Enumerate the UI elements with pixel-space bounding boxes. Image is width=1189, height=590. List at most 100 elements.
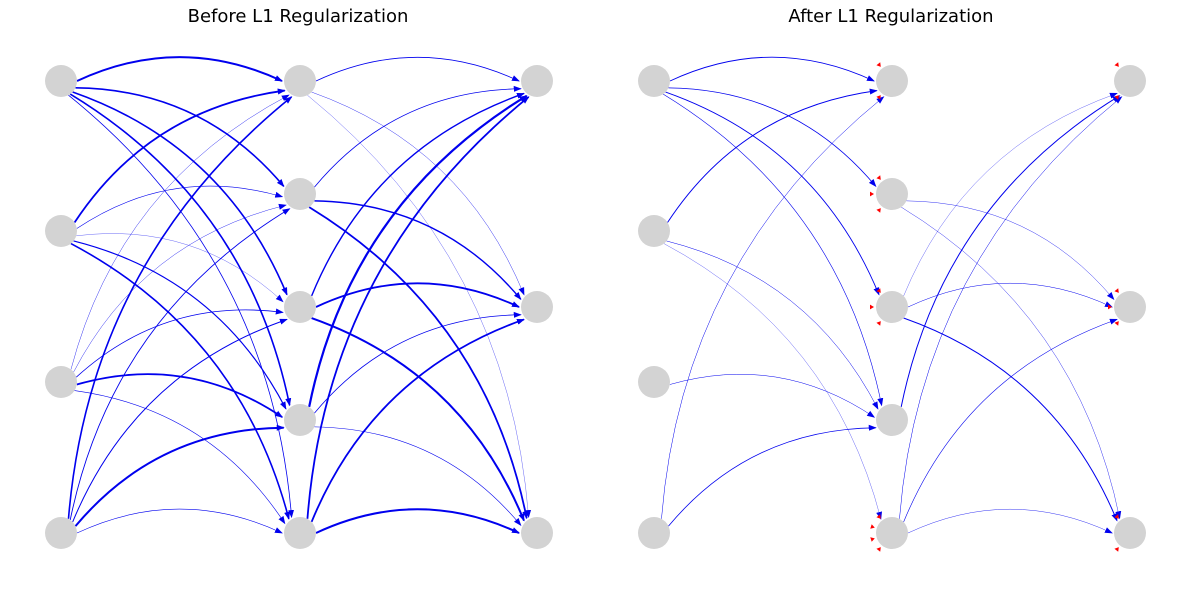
edge-0-3-to-1-3 <box>668 424 877 527</box>
edge-1-2-to-2-1 <box>907 283 1113 308</box>
edge-0-0-to-1-0 <box>669 56 875 82</box>
pruned-arrow <box>1114 514 1119 519</box>
edge-0-2-to-1-3 <box>669 373 876 418</box>
node-layer0-1 <box>45 215 77 247</box>
node-layer0-1 <box>638 215 670 247</box>
edge-0-2-to-1-0 <box>70 94 290 370</box>
node-layer1-4 <box>284 517 316 549</box>
node-layer0-2 <box>638 366 670 398</box>
edge-1-4-to-2-0 <box>306 96 530 519</box>
edge-1-2-to-2-2 <box>903 317 1118 522</box>
edge-0-3-to-1-4 <box>76 508 283 534</box>
edge-1-2-to-2-0 <box>903 92 1118 297</box>
pruned-arrow <box>1114 95 1119 100</box>
edge-1-4-to-2-2 <box>315 508 520 534</box>
pruned-arrow <box>1114 547 1119 552</box>
node-layer0-3 <box>638 517 670 549</box>
node-layer1-0 <box>284 65 316 97</box>
node-layer1-2 <box>876 291 908 323</box>
left-panel-title: Before L1 Regularization <box>187 6 409 27</box>
node-layer0-0 <box>45 65 77 97</box>
pruned-arrow <box>1114 62 1119 67</box>
edge-0-1-to-1-4 <box>663 243 883 520</box>
edge-1-4-to-2-1 <box>903 318 1118 523</box>
pruned-arrow <box>870 191 874 197</box>
pruned-arrow <box>1108 304 1112 310</box>
edge-1-1-to-2-1 <box>314 200 522 301</box>
edge-0-3-to-1-1 <box>69 208 291 521</box>
edge-0-1-to-1-1 <box>76 185 284 229</box>
pruned-arrow <box>876 321 881 326</box>
right-panel-title: After L1 Regularization <box>788 6 994 27</box>
node-layer2-0 <box>521 65 553 97</box>
edge-0-1-to-1-4 <box>70 242 290 520</box>
node-layer1-1 <box>876 178 908 210</box>
node-layer1-3 <box>284 404 316 436</box>
pruned-arrow <box>876 175 881 180</box>
edge-0-3-to-1-0 <box>661 96 885 519</box>
node-layer2-2 <box>521 517 553 549</box>
edge-0-2-to-1-2 <box>75 308 284 378</box>
pruned-arrow <box>870 537 875 542</box>
node-layer2-0 <box>1114 65 1146 97</box>
pruned-arrow <box>876 62 881 67</box>
edge-0-1-to-1-0 <box>667 88 878 223</box>
edge-0-3-to-1-2 <box>72 318 288 523</box>
node-layer1-0 <box>876 65 908 97</box>
edge-1-0-to-2-1 <box>311 91 525 296</box>
edge-1-2-to-2-1 <box>315 282 520 308</box>
pruned-arrow <box>876 95 881 100</box>
edge-0-0-to-1-0 <box>76 56 283 82</box>
edge-0-2-to-1-3 <box>76 373 284 418</box>
after-network-panel <box>638 56 1146 552</box>
edge-1-3-to-2-2 <box>314 426 522 527</box>
edge-1-1-to-2-2 <box>901 206 1122 520</box>
node-layer0-2 <box>45 366 77 398</box>
before-network-panel <box>45 56 553 549</box>
pruned-arrow <box>1114 288 1119 293</box>
edge-1-2-to-2-0 <box>310 92 525 297</box>
node-layer1-4 <box>876 517 908 549</box>
edge-0-2-to-1-4 <box>74 390 286 525</box>
node-layer0-0 <box>638 65 670 97</box>
edge-1-3-to-2-1 <box>314 311 522 414</box>
edge-0-0-to-1-4 <box>68 94 295 519</box>
node-layer2-2 <box>1114 517 1146 549</box>
edge-1-1-to-2-0 <box>314 85 522 188</box>
edge-1-4-to-2-0 <box>899 96 1123 519</box>
edge-0-0-to-1-1 <box>75 87 285 188</box>
edge-0-1-to-1-3 <box>666 240 879 410</box>
edge-0-1-to-1-0 <box>73 88 286 223</box>
edge-0-1-to-1-2 <box>76 233 284 303</box>
edge-1-1-to-2-1 <box>906 200 1115 301</box>
edge-0-0-to-1-3 <box>69 93 292 407</box>
edge-0-2-to-1-1 <box>73 203 287 373</box>
pruned-arrow <box>876 514 881 519</box>
pruned-arrow <box>870 304 874 310</box>
edge-0-0-to-1-1 <box>668 87 877 188</box>
node-layer2-1 <box>1114 291 1146 323</box>
node-layer1-3 <box>876 404 908 436</box>
node-layer1-2 <box>284 291 316 323</box>
node-layer0-3 <box>45 517 77 549</box>
pruned-arrow <box>876 208 881 213</box>
edge-0-0-to-1-2 <box>665 91 880 296</box>
pruned-arrow <box>876 288 881 293</box>
edge-0-3-to-1-3 <box>74 424 285 527</box>
edge-0-0-to-1-2 <box>72 91 288 296</box>
pruned-arrow <box>1114 321 1119 326</box>
edge-1-4-to-2-2 <box>907 509 1113 534</box>
edge-1-3-to-2-0 <box>900 95 1121 408</box>
edge-1-1-to-2-2 <box>308 206 529 520</box>
edge-0-0-to-1-3 <box>663 93 884 407</box>
edge-0-3-to-1-0 <box>67 96 293 519</box>
node-layer1-1 <box>284 178 316 210</box>
edge-1-3-to-2-0 <box>308 94 528 408</box>
pruned-arrow <box>876 547 881 552</box>
pruned-arrow <box>870 524 875 529</box>
edge-1-0-to-2-0 <box>315 57 520 82</box>
edge-1-0-to-2-2 <box>307 95 532 519</box>
edge-0-1-to-1-3 <box>73 240 287 410</box>
edge-1-4-to-2-1 <box>310 318 525 523</box>
